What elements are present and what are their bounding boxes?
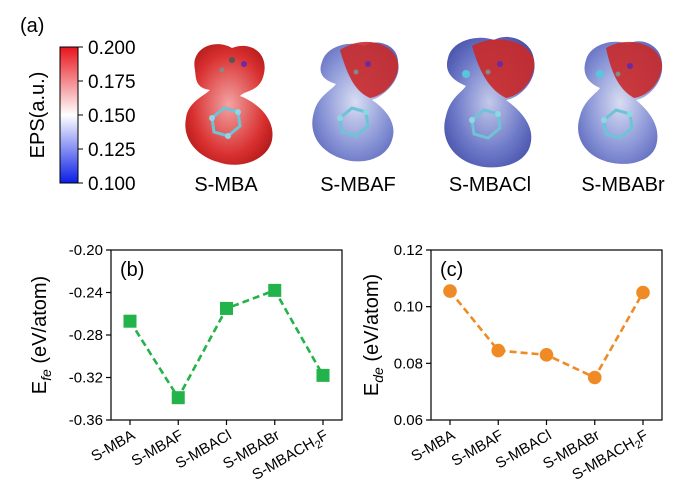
chart-c-frame bbox=[430, 249, 663, 421]
chart-c-point bbox=[587, 370, 602, 385]
colorbar-tick-4: 0.100 bbox=[88, 174, 136, 195]
chart-b-y-tick-label: -0.32 bbox=[69, 370, 103, 387]
chart-b-ylabel-rest: (eV/atom) bbox=[29, 276, 51, 369]
colorbar-gradient bbox=[59, 46, 79, 184]
molecule-label-1: S-MBAF bbox=[320, 174, 396, 196]
chart-b-ylabel-base: E bbox=[29, 381, 51, 394]
molecule-label-3: S-MBABr bbox=[581, 174, 665, 196]
chart-c-y-ticks: 0.06 0.08 0.10 0.12 bbox=[394, 242, 431, 429]
chart-c-ylabel-sub: de bbox=[370, 367, 386, 383]
panel-a-tag: (a) bbox=[20, 15, 44, 37]
colorbar-tick-3: 0.125 bbox=[88, 140, 136, 161]
colorbar: 0.200 0.175 0.150 0.125 0.100 EPS(a.u.) bbox=[27, 38, 136, 195]
chart-c-y-tick-label: 0.06 bbox=[394, 412, 423, 429]
chart-b-y-ticks: -0.36 -0.32 -0.28 -0.24 -0.20 bbox=[69, 242, 111, 429]
molecule-s-mbacl-image bbox=[444, 36, 535, 168]
colorbar-tick-2: 0.150 bbox=[88, 106, 136, 127]
chart-b-y-tick-label: -0.28 bbox=[69, 327, 103, 344]
chart-c: (c) 0.06 0.08 0.10 0.12 S-MBAS-MBAFS-MBAClS… bbox=[361, 242, 663, 484]
colorbar-tick-1: 0.175 bbox=[88, 72, 136, 93]
chart-b: (b) -0.36 -0.32 -0.28 -0.24 -0.20 S-MBAS-MBA… bbox=[29, 242, 343, 484]
chart-c-ylabel-base: E bbox=[361, 383, 383, 396]
panel-a: (a) 0.200 0.175 0.150 0.125 0.100 EPS(a.… bbox=[20, 15, 665, 196]
chart-b-point bbox=[268, 283, 282, 297]
chart-b-frame bbox=[110, 249, 343, 421]
chart-b-tag: (b) bbox=[120, 259, 144, 281]
chart-b-y-tick-label: -0.20 bbox=[69, 242, 103, 259]
chart-c-series-line bbox=[448, 290, 645, 380]
chart-b-ylabel: Efe (eV/atom) bbox=[29, 276, 54, 394]
chart-b-y-tick-label: -0.36 bbox=[69, 412, 103, 429]
chart-b-series bbox=[123, 283, 330, 405]
chart-b-point bbox=[220, 301, 233, 315]
chart-b-ylabel-sub: fe bbox=[38, 369, 54, 381]
chart-c-series bbox=[443, 284, 650, 385]
molecule-label-2: S-MBACl bbox=[449, 174, 531, 196]
colorbar-tick-0: 0.200 bbox=[88, 38, 136, 59]
chart-c-y-tick-label: 0.12 bbox=[394, 242, 423, 259]
chart-b-point bbox=[171, 391, 185, 405]
chart-c-tag: (c) bbox=[440, 259, 463, 281]
molecule-s-mbaf-image bbox=[312, 41, 399, 162]
chart-b-y-tick-label: -0.24 bbox=[69, 285, 103, 302]
chart-c-point bbox=[636, 285, 650, 300]
molecule-s-mba-image bbox=[185, 44, 273, 165]
chart-c-y-tick-label: 0.10 bbox=[394, 299, 423, 316]
molecule-label-0: S-MBA bbox=[194, 174, 258, 196]
chart-c-point bbox=[443, 284, 457, 298]
colorbar-label: EPS(a.u.) bbox=[27, 72, 49, 159]
chart-b-point bbox=[123, 314, 137, 328]
chart-b-point bbox=[316, 368, 330, 382]
chart-c-point bbox=[491, 343, 506, 358]
chart-c-point bbox=[539, 348, 554, 362]
chart-c-ylabel: Ede (eV/atom) bbox=[361, 274, 386, 396]
molecule-s-mbabr-image bbox=[578, 41, 663, 164]
chart-c-ylabel-rest: (eV/atom) bbox=[361, 274, 383, 367]
chart-c-y-tick-label: 0.08 bbox=[394, 355, 423, 372]
